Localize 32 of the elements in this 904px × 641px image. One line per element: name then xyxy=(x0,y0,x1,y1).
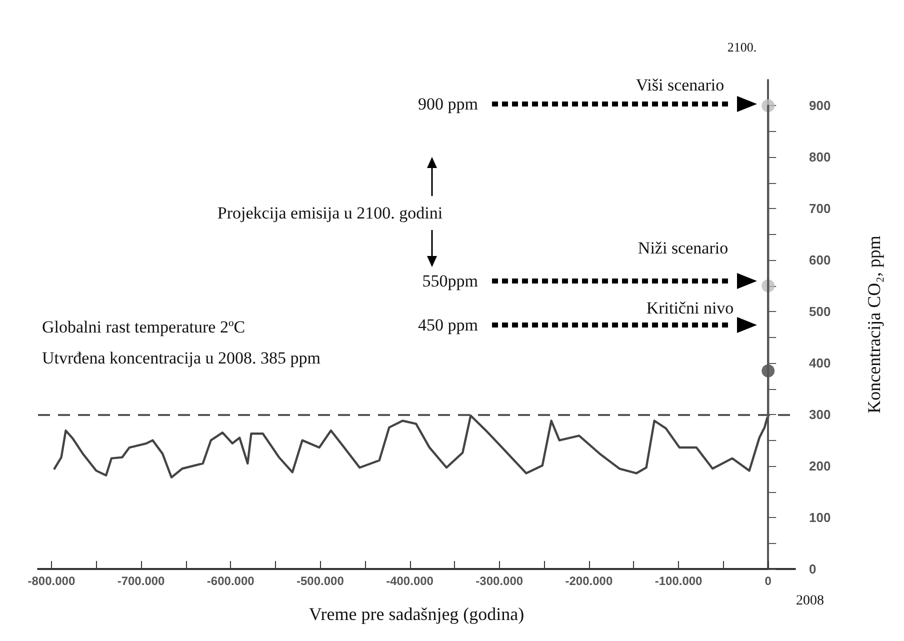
x-tick-label: -800.000 xyxy=(28,574,76,588)
annotation: Projekcija emisija u 2100. godini xyxy=(217,204,443,222)
x-tick-label: -300.000 xyxy=(476,574,524,588)
y-axis-title: Koncentracija CO₂, ppm xyxy=(864,236,884,414)
y-tick-label: 400 xyxy=(809,356,831,371)
x-tick-label: -600.000 xyxy=(206,574,255,588)
annotation: 450 ppm xyxy=(418,316,478,334)
y-tick-label: 800 xyxy=(809,150,831,165)
annotation: Globalni rast temperature 2ºC xyxy=(42,318,246,336)
y-tick-label: 100 xyxy=(809,510,831,526)
x-tick-label: -100.000 xyxy=(654,574,703,588)
y-tick-label: 300 xyxy=(809,407,831,422)
annotation: Viši scenario xyxy=(636,76,724,94)
x-axis-title: Vreme pre sadašnjeg (godina) xyxy=(308,604,524,624)
x-tick-label: 0 xyxy=(764,574,772,588)
y-tick-label: 200 xyxy=(809,458,831,474)
x-tick-label: -700.000 xyxy=(117,574,166,588)
x-tick-label: -200.000 xyxy=(565,574,613,588)
text: 2100. xyxy=(727,40,757,54)
annotation: Niži scenario xyxy=(638,238,728,258)
y-tick-label: 500 xyxy=(809,304,831,320)
annotation: Utvrđena koncentracija u 2008. 385 ppm xyxy=(42,348,321,368)
x-tick-label: -500.000 xyxy=(296,574,344,588)
x-tick-label: -400.000 xyxy=(386,574,434,588)
annotation: Kritični nivo xyxy=(646,298,734,318)
text: 2008 xyxy=(796,594,824,608)
y-tick-label: 700 xyxy=(809,201,831,216)
annotation: 900 ppm xyxy=(418,94,478,114)
y-tick-label: 900 xyxy=(809,98,831,114)
y-tick-label: 0 xyxy=(809,562,816,576)
y-tick-label: 600 xyxy=(809,252,831,268)
annotation: 550ppm xyxy=(422,272,478,290)
